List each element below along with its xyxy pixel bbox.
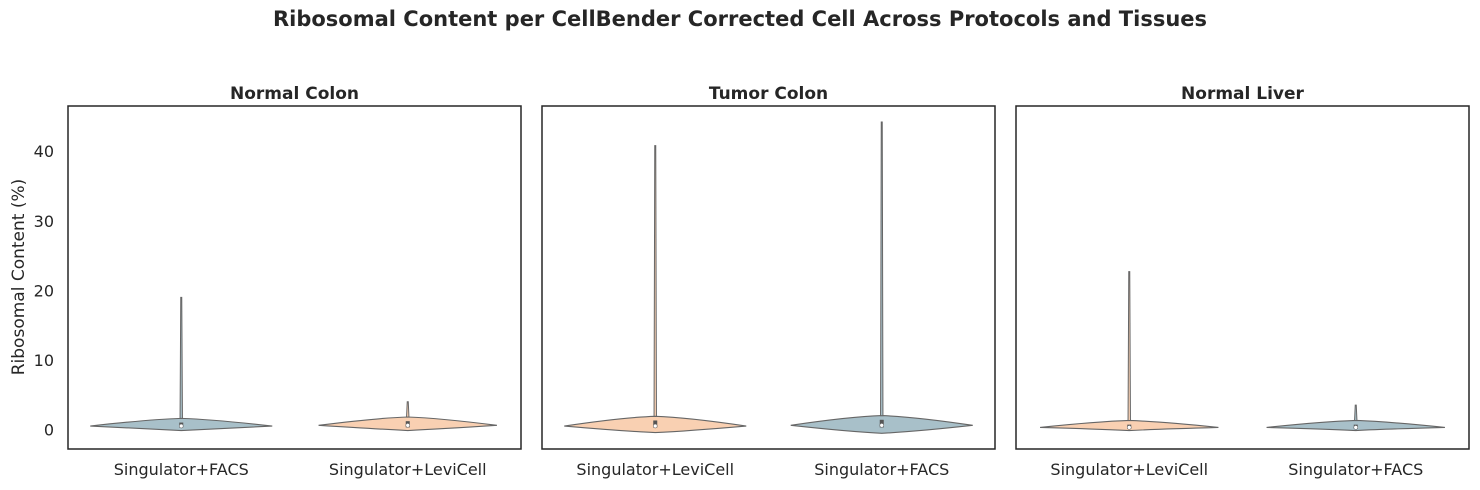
y-tick-label: 10 (34, 351, 54, 370)
x-tick-label: Singulator+FACS (814, 460, 949, 479)
violin-singulator-levicell (319, 402, 497, 431)
y-tick-label: 30 (34, 212, 54, 231)
y-tick-label: 0 (44, 421, 54, 440)
panel-frame (542, 106, 995, 449)
violin-tail (180, 297, 182, 418)
violin-tail (881, 122, 883, 416)
panel-frame (1016, 106, 1469, 449)
violin-singulator-facs (1267, 405, 1445, 430)
violin-singulator-levicell (564, 146, 746, 433)
violin-singulator-facs (90, 297, 272, 430)
panel-2: Tumor Colon Singulator+LeviCell Singulator… (542, 84, 995, 479)
violin-tail (1355, 405, 1357, 420)
panels: Normal Colon Singulator+FACS Singulator+Le… (34, 84, 1469, 479)
x-tick-label: Singulator+LeviCell (1050, 460, 1208, 479)
violin-singulator-levicell (1040, 272, 1218, 431)
violin-tail (654, 146, 656, 417)
x-tick-label: Singulator+LeviCell (329, 460, 487, 479)
violin-tail (407, 402, 409, 417)
median-point (1127, 425, 1131, 429)
panel-title: Tumor Colon (709, 84, 828, 104)
median-point (653, 424, 657, 428)
x-tick-label: Singulator+FACS (1288, 460, 1423, 479)
median-point (406, 423, 410, 427)
median-point (1354, 425, 1358, 429)
x-tick-label: Singulator+LeviCell (576, 460, 734, 479)
y-tick-label: 20 (34, 281, 54, 300)
panel-3: Normal Liver Singulator+LeviCell Singulato… (1016, 84, 1469, 479)
y-tick-label: 40 (34, 142, 54, 161)
panel-frame (68, 106, 521, 449)
panel-1: Normal Colon Singulator+FACS Singulator+Le… (34, 84, 521, 479)
panel-title: Normal Colon (230, 84, 359, 104)
x-tick-label: Singulator+FACS (114, 460, 249, 479)
panel-title: Normal Liver (1181, 84, 1304, 104)
violin-singulator-facs (791, 122, 973, 433)
median-point (880, 423, 884, 427)
violin-tail (1128, 272, 1130, 421)
median-point (179, 424, 183, 428)
figure-title: Ribosomal Content per CellBender Correct… (273, 7, 1207, 31)
y-axis-label: Ribosomal Content (%) (9, 179, 29, 376)
